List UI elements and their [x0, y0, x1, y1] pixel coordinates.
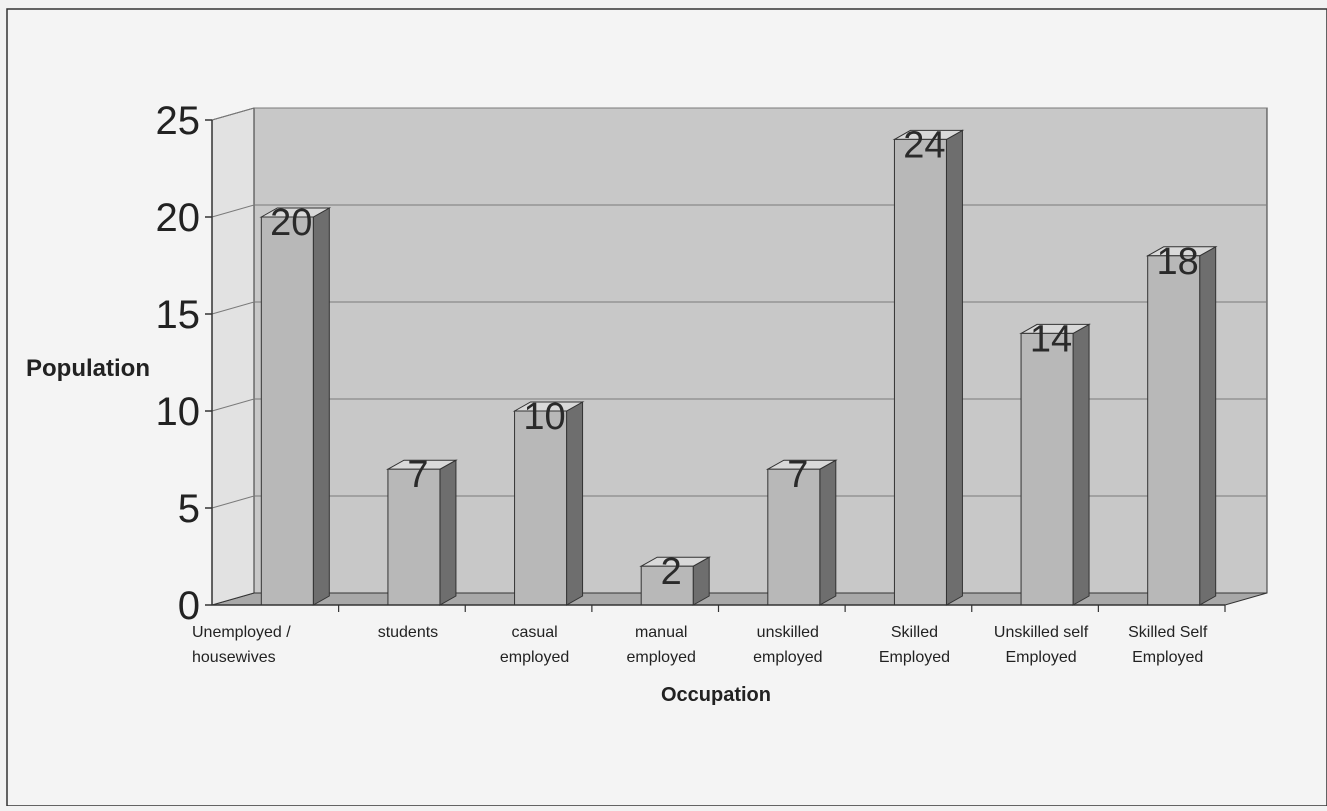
bar-side [1072, 323, 1090, 606]
x-tick-label-line: Skilled Self [1128, 624, 1208, 641]
x-tick-label-line: students [378, 624, 438, 641]
bar-side [566, 401, 584, 606]
bar [1145, 245, 1218, 606]
x-tick-label-line: Unemployed / [192, 624, 291, 641]
bar [639, 556, 712, 606]
data-labels: 20 7 10 2 7 24 14 18 [270, 124, 1199, 593]
bar-front [260, 216, 314, 606]
x-tick-label-line: manual [635, 624, 687, 641]
y-tick-label: 25 [156, 99, 201, 143]
x-tick-label-line: Employed [1132, 649, 1203, 666]
bar-side [945, 129, 963, 606]
x-tick-label-line: Unskilled self [994, 624, 1089, 641]
bar-side [819, 459, 837, 606]
plot-floor [211, 592, 1268, 606]
data-label: 7 [787, 454, 808, 496]
y-tick-label: 0 [178, 584, 200, 628]
bar-front [1147, 255, 1201, 606]
bar [765, 459, 838, 606]
bar [892, 129, 965, 606]
bar-side [439, 459, 457, 606]
data-label: 24 [903, 124, 945, 166]
x-tick-label-line: Employed [879, 649, 950, 666]
data-label: 18 [1157, 241, 1199, 283]
bar-side [312, 207, 330, 606]
x-tick-label: casual employed [500, 624, 569, 666]
bar-front [387, 468, 441, 606]
x-tick-label-line: unskilled [757, 624, 819, 641]
y-tick-label: 10 [156, 390, 201, 434]
x-tick-label-line: housewives [192, 649, 276, 666]
y-axis-ticks: 0 5 10 15 20 25 [156, 99, 212, 628]
x-tick-label-line: Employed [1005, 649, 1076, 666]
data-label: 2 [661, 551, 682, 593]
x-axis-title: Occupation [661, 684, 771, 706]
x-tick-label: Skilled Employed [879, 624, 950, 666]
y-tick-label: 5 [178, 487, 200, 531]
bar-front [514, 410, 568, 606]
bar [512, 401, 585, 606]
bar [259, 207, 332, 606]
x-tick-label: Skilled Self Employed [1128, 624, 1208, 666]
x-tick-label: Unskilled self Employed [994, 624, 1089, 666]
y-axis-title: Population [26, 355, 150, 382]
bar-front [1020, 332, 1074, 606]
x-tick-label-line: Skilled [891, 624, 938, 641]
data-label: 7 [407, 454, 428, 496]
bar-side [1199, 245, 1217, 606]
x-tick-label-line: casual [511, 624, 557, 641]
bars [259, 129, 1218, 606]
bar-front [893, 138, 947, 606]
y-tick-label: 20 [156, 196, 201, 240]
x-tick-label: manual employed [627, 624, 696, 666]
x-tick-label-line: employed [627, 649, 696, 666]
bar-front [767, 468, 821, 606]
bar [386, 459, 458, 606]
data-label: 14 [1030, 318, 1072, 360]
x-tick-label: Unemployed / housewives [192, 624, 291, 666]
x-tick-label: unskilled employed [753, 624, 822, 666]
x-tick-label-line: employed [753, 649, 822, 666]
x-tick-label-line: employed [500, 649, 569, 666]
plot-side-wall [211, 107, 255, 606]
gridline [211, 107, 1267, 121]
plot-back-wall [211, 107, 1268, 606]
bar-front [640, 565, 694, 606]
data-label: 20 [270, 202, 312, 244]
x-tick-label: students [378, 624, 438, 641]
y-tick-label: 15 [156, 293, 201, 337]
data-label: 10 [523, 396, 565, 438]
bar [1019, 323, 1091, 606]
x-axis-ticks: Unemployed / housewives students casual empl… [192, 605, 1226, 666]
